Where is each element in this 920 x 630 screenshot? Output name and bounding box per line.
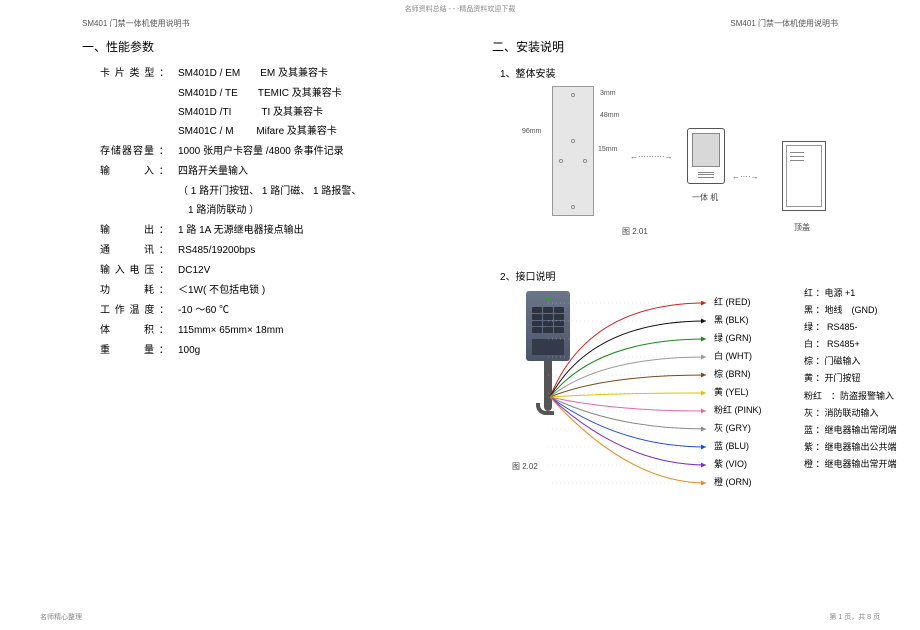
spec-value: DC12V [178,262,462,279]
left-column: 一、性能参数 卡 片 类 型 ：SM401D / EM EM 及其兼容卡SM40… [82,38,462,362]
wire-label: 灰 (GRY) [714,419,762,437]
spec-value: 1 路 1A 无源继电器接点输出 [178,222,462,239]
section-1-title: 一、性能参数 [82,38,462,55]
legend-row: 紫 ：继电器输出公共端 [804,439,914,456]
spec-label: 输 入 电 压 ： [100,262,178,279]
spec-value: RS485/19200bps [178,242,462,259]
spec-value-cont: SM401C / M Mifare 及其兼容卡 [178,123,462,140]
dim-15mm: 15mm [598,146,617,153]
spec-label: 工 作 温 度 ： [100,302,178,319]
footer-left: 名师精心整理 [40,612,82,622]
cover-label: 顶盖 [794,222,810,233]
spec-value: 1000 张用户卡容量 /4800 条事件记录 [178,143,462,160]
dim-96mm: 96mm [522,128,541,135]
wall-plate [552,86,594,216]
wire-label: 红 (RED) [714,293,762,311]
cable-bend [536,403,554,415]
spec-row: 输 入 电 压 ：DC12V [100,262,462,279]
wire-label: 蓝 (BLU) [714,437,762,455]
wire-label: 橙 (ORN) [714,473,762,491]
wire-label: 紫 (VIO) [714,455,762,473]
device-label: 一体 机 [692,192,718,203]
figure-2-01: 3mm 48mm 96mm 15mm ←··········→ ←····→ 一… [522,86,852,256]
spec-value-cont: 1 路消防联动 ） [178,202,462,219]
wire-label: 棕 (BRN) [714,365,762,383]
subsection-2-2: 2、接口说明 [500,268,892,283]
wire-label: 粉红 (PINK) [714,401,762,419]
wire-label: 绿 (GRN) [714,329,762,347]
fig201-caption: 图 2.01 [622,226,648,237]
legend-row: 棕 ：门磁输入 [804,353,914,370]
fig202-caption: 图 2.02 [512,461,538,472]
arrow-icon: ←····→ [732,172,759,181]
spec-label: 存储器容量 ： [100,143,178,160]
spec-label: 卡 片 类 型 ： [100,65,178,82]
dim-48mm: 48mm [600,112,619,119]
section-2-title: 二、安装说明 [492,38,892,55]
spec-row: 输 入 ：四路开关量输入 [100,163,462,180]
wire-label: 黄 (YEL) [714,383,762,401]
legend-row: 绿 ： RS485- [804,319,914,336]
legend-column: 红 ：电源 +1黑 ：地线 (GND)绿 ： RS485-白 ： RS485+棕… [804,285,914,473]
subsection-2-1: 1、整体安装 [500,65,892,80]
spec-label: 重 量 ： [100,342,178,359]
dim-3mm: 3mm [600,90,616,97]
spec-value-cont: SM401D / TE TEMIC 及其兼容卡 [178,85,462,102]
top-banner: 名师资料总结 - - -精品资料欢迎下载 [0,4,920,14]
spec-value: 四路开关量输入 [178,163,462,180]
legend-row: 黄 ：开门按钮 [804,370,914,387]
legend-row: 红 ：电源 +1 [804,285,914,302]
legend-row: 橙 ：继电器输出常开端 [804,456,914,473]
reader-device [526,291,570,361]
spec-label: 输 入 ： [100,163,178,180]
wire-fan-svg [548,301,708,521]
legend-row: 黑 ：地线 (GND) [804,302,914,319]
legend-row: 粉红 ：防盗报警输入 [804,388,914,405]
legend-row: 灰 ：消防联动输入 [804,405,914,422]
spec-label: 通 讯 ： [100,242,178,259]
legend-row: 蓝 ：继电器输出常闭端 [804,422,914,439]
spec-value-cont: （ 1 路开门按钮、 1 路门磁、 1 路报警、 [178,183,462,200]
spec-label: 输 出 ： [100,222,178,239]
spec-value-cont: SM401D /TI TI 及其兼容卡 [178,104,462,121]
spec-label: 功 耗 ： [100,282,178,299]
spec-value: ＜1W( 不包括电锁 ) [178,282,462,299]
spec-row: 卡 片 类 型 ：SM401D / EM EM 及其兼容卡 [100,65,462,82]
footer-right: 第 1 页，共 8 页 [829,612,880,622]
spec-value: -10 ～60 ℃ [178,302,462,319]
legend-row: 白 ： RS485+ [804,336,914,353]
spec-row: 通 讯 ：RS485/19200bps [100,242,462,259]
spec-value: SM401D / EM EM 及其兼容卡 [178,65,462,82]
spec-value: 115mm× 65mm× 18mm [178,322,462,339]
wire-labels: 红 (RED)黑 (BLK)绿 (GRN)白 (WHT)棕 (BRN)黄 (YE… [714,293,762,491]
spec-value: 100g [178,342,462,359]
wire-label: 黑 (BLK) [714,311,762,329]
spec-row: 体 积 ：115mm× 65mm× 18mm [100,322,462,339]
spec-label: 体 积 ： [100,322,178,339]
right-column: 二、安装说明 1、整体安装 3mm 48mm 96mm 15mm ←······… [492,38,892,521]
cover-unit [782,141,826,211]
wire-label: 白 (WHT) [714,347,762,365]
spec-row: 存储器容量 ：1000 张用户卡容量 /4800 条事件记录 [100,143,462,160]
spec-row: 工 作 温 度 ：-10 ～60 ℃ [100,302,462,319]
device-unit [687,128,725,184]
arrow-icon: ←··········→ [630,152,673,161]
spec-row: 功 耗 ：＜1W( 不包括电锁 ) [100,282,462,299]
figure-2-02: 红 (RED)黑 (BLK)绿 (GRN)白 (WHT)棕 (BRN)黄 (YE… [492,291,892,521]
page-header-left: SM401 门禁一体机使用说明书 [82,18,190,29]
spec-row: 输 出 ：1 路 1A 无源继电器接点输出 [100,222,462,239]
spec-row: 重 量 ：100g [100,342,462,359]
spec-list: 卡 片 类 型 ：SM401D / EM EM 及其兼容卡 SM401D / TE… [82,65,462,359]
page-header-right: SM401 门禁一体机使用说明书 [730,18,838,29]
